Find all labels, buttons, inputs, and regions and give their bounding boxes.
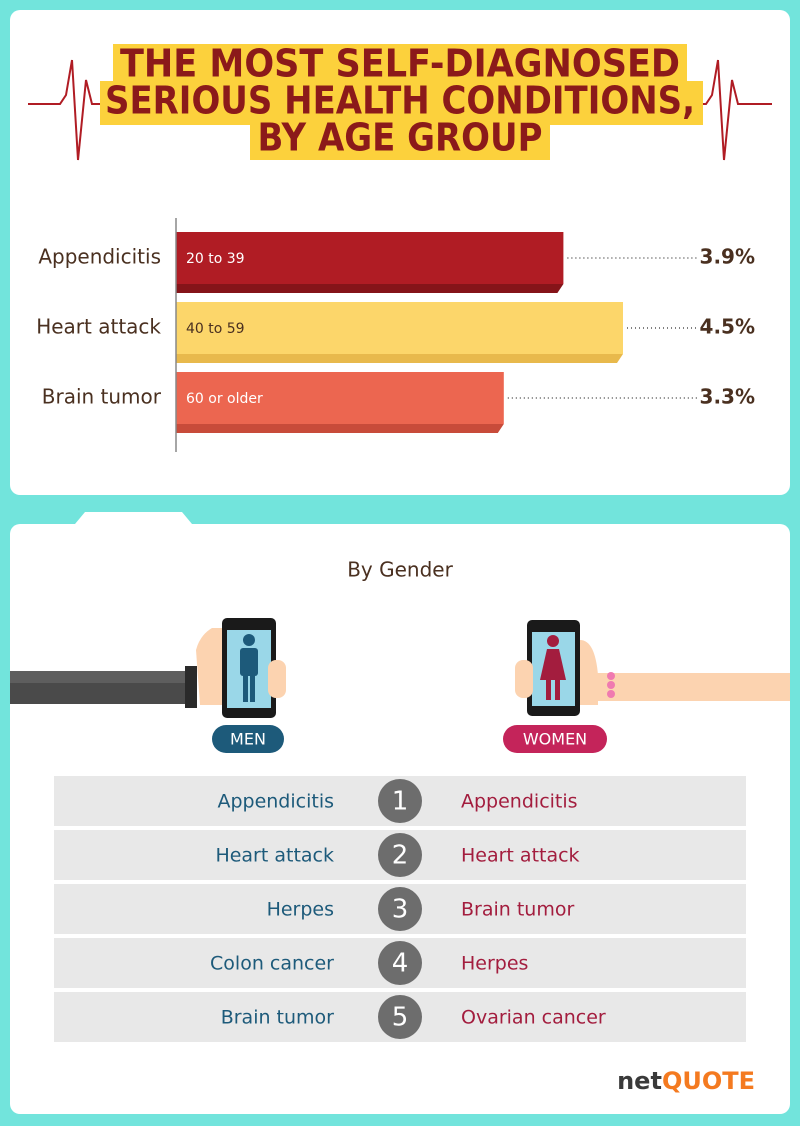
women-badge bbox=[503, 725, 607, 753]
rank-number: 1 bbox=[392, 787, 409, 817]
category-label: Appendicitis bbox=[38, 245, 161, 269]
rank-badge bbox=[378, 887, 422, 931]
women-condition: Brain tumor bbox=[461, 899, 574, 921]
heartbeat-left bbox=[28, 59, 112, 161]
rank-number: 3 bbox=[392, 895, 409, 925]
men-badge bbox=[212, 725, 284, 753]
men-condition: Colon cancer bbox=[210, 953, 334, 975]
rank-number: 4 bbox=[392, 949, 409, 979]
title-highlight bbox=[250, 118, 550, 160]
bar-shadow bbox=[176, 284, 564, 293]
logo-suffix: QUOTE bbox=[662, 1067, 755, 1095]
title-highlight bbox=[113, 44, 687, 88]
value-label: 3.9% bbox=[700, 245, 755, 269]
women-condition: Heart attack bbox=[461, 845, 580, 867]
category-label: Heart attack bbox=[36, 315, 161, 339]
chart-title: SERIOUS HEALTH CONDITIONS, bbox=[105, 79, 695, 123]
men-label: MEN bbox=[230, 730, 266, 749]
rank-badge bbox=[378, 833, 422, 877]
women-label: WOMEN bbox=[523, 730, 587, 749]
women-condition: Appendicitis bbox=[461, 791, 578, 813]
women-illustration bbox=[515, 620, 790, 716]
men-illustration bbox=[10, 618, 286, 718]
card-tab bbox=[75, 512, 192, 524]
bar bbox=[176, 232, 564, 284]
men-condition: Appendicitis bbox=[217, 791, 334, 813]
bar-label: 40 to 59 bbox=[186, 321, 245, 337]
section-title: By Gender bbox=[347, 558, 453, 582]
category-label: Brain tumor bbox=[42, 385, 162, 409]
chart-title: BY AGE GROUP bbox=[258, 116, 543, 160]
chart-title: THE MOST SELF-DIAGNOSED bbox=[120, 42, 680, 86]
rank-badge bbox=[378, 995, 422, 1039]
value-label: 3.3% bbox=[700, 385, 755, 409]
heartbeat-right bbox=[690, 59, 772, 161]
rank-badge bbox=[378, 779, 422, 823]
men-condition: Heart attack bbox=[215, 845, 334, 867]
rank-number: 5 bbox=[392, 1003, 409, 1033]
bar-label: 60 or older bbox=[186, 391, 263, 407]
men-condition: Herpes bbox=[267, 899, 334, 921]
bar bbox=[176, 302, 623, 354]
logo: netQUOTE bbox=[617, 1067, 755, 1095]
bar bbox=[176, 372, 504, 424]
men-condition: Brain tumor bbox=[221, 1007, 334, 1029]
bar-shadow bbox=[176, 424, 504, 433]
logo-prefix: net bbox=[617, 1067, 662, 1095]
bar-label: 20 to 39 bbox=[186, 251, 245, 267]
title-highlight bbox=[100, 81, 703, 125]
value-label: 4.5% bbox=[700, 315, 755, 339]
women-condition: Ovarian cancer bbox=[461, 1007, 606, 1029]
rank-number: 2 bbox=[392, 841, 409, 871]
bar-shadow bbox=[176, 354, 623, 363]
rank-badge bbox=[378, 941, 422, 985]
women-condition: Herpes bbox=[461, 953, 528, 975]
